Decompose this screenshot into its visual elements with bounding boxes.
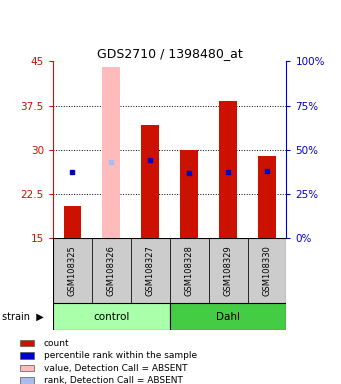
Bar	[248, 238, 286, 303]
Bar	[53, 303, 169, 330]
Bar	[53, 238, 92, 303]
Bar	[169, 303, 286, 330]
Bar	[20, 365, 33, 371]
Text: GSM108325: GSM108325	[68, 245, 77, 296]
Bar	[219, 101, 237, 238]
Text: rank, Detection Call = ABSENT: rank, Detection Call = ABSENT	[44, 376, 182, 384]
Text: GSM108326: GSM108326	[107, 245, 116, 296]
Bar	[20, 352, 33, 359]
Text: GSM108327: GSM108327	[146, 245, 155, 296]
Text: control: control	[93, 312, 130, 322]
Bar	[131, 238, 169, 303]
Title: GDS2710 / 1398480_at: GDS2710 / 1398480_at	[97, 47, 242, 60]
Bar	[209, 238, 248, 303]
Text: value, Detection Call = ABSENT: value, Detection Call = ABSENT	[44, 364, 187, 372]
Bar	[103, 67, 120, 238]
Bar	[180, 150, 198, 238]
Bar	[258, 156, 276, 238]
Bar	[92, 238, 131, 303]
Text: percentile rank within the sample: percentile rank within the sample	[44, 351, 197, 360]
Bar	[20, 340, 33, 346]
Bar	[169, 238, 209, 303]
Bar	[63, 206, 81, 238]
Text: Dahl: Dahl	[216, 312, 240, 322]
Text: GSM108330: GSM108330	[263, 245, 271, 296]
Bar	[142, 125, 159, 238]
Text: count: count	[44, 339, 69, 348]
Text: GSM108328: GSM108328	[184, 245, 194, 296]
Text: GSM108329: GSM108329	[224, 245, 233, 296]
Bar	[20, 377, 33, 384]
Text: strain  ▶: strain ▶	[2, 312, 43, 322]
